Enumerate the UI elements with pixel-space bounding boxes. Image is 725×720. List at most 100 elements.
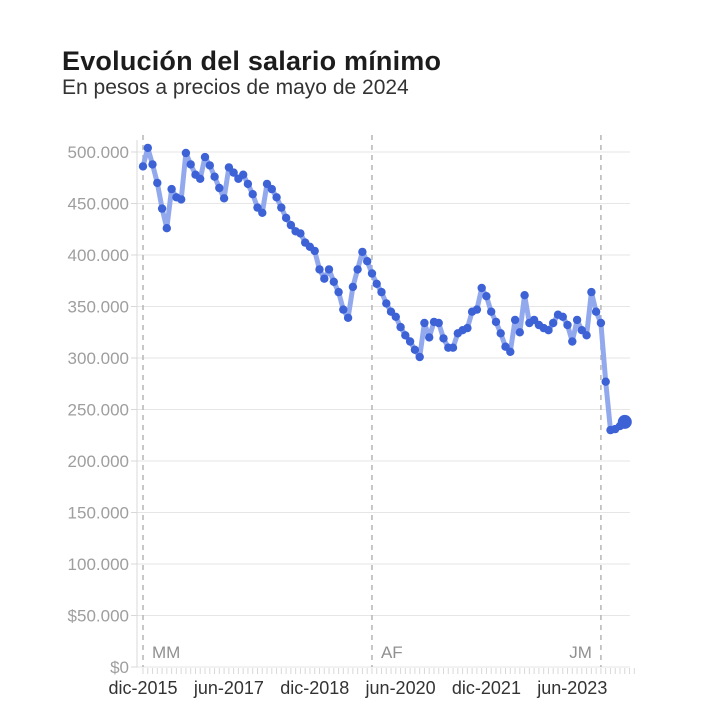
data-point <box>267 184 276 194</box>
y-axis-label: 100.000 <box>68 555 129 574</box>
data-point <box>510 315 520 325</box>
y-axis-label: 200.000 <box>68 452 129 471</box>
data-point <box>205 161 214 170</box>
page-title: Evolución del salario mínimo <box>62 46 442 77</box>
data-point <box>420 318 429 328</box>
data-point <box>472 305 482 314</box>
data-point <box>415 352 424 362</box>
data-point <box>506 347 515 356</box>
x-axis-label: jun-2017 <box>193 678 264 698</box>
y-axis-label: 450.000 <box>68 195 129 214</box>
data-point <box>153 178 162 188</box>
data-point <box>372 279 381 288</box>
data-point <box>391 312 400 321</box>
president-label: AF <box>381 643 403 662</box>
data-point <box>310 246 319 256</box>
y-axis-label: 300.000 <box>68 349 129 368</box>
data-point <box>463 323 472 333</box>
data-point <box>320 274 329 283</box>
data-point <box>348 282 358 292</box>
y-axis-label: $50.000 <box>68 607 129 626</box>
data-point <box>377 287 386 297</box>
data-point <box>491 317 501 327</box>
data-point <box>363 257 372 266</box>
data-point <box>410 345 420 354</box>
chart-subtitle: En pesos a precios de mayo de 2024 <box>62 76 409 99</box>
data-point <box>143 143 152 153</box>
data-point <box>596 318 606 328</box>
data-point <box>515 328 524 337</box>
data-point <box>439 334 448 343</box>
data-point <box>272 193 281 202</box>
data-point <box>396 322 405 332</box>
data-point <box>162 224 171 233</box>
data-point <box>434 318 443 328</box>
president-label: JM <box>569 643 592 662</box>
data-point <box>591 307 601 316</box>
data-point <box>281 213 291 223</box>
data-point <box>243 179 253 189</box>
x-axis-label: dic-2015 <box>108 678 177 698</box>
data-point <box>544 326 553 335</box>
y-axis-label: 400.000 <box>68 246 129 265</box>
data-point <box>568 337 577 346</box>
data-point <box>448 343 458 352</box>
latest-data-point <box>617 414 632 429</box>
data-point <box>558 312 567 321</box>
data-point <box>196 174 205 183</box>
data-point <box>239 170 248 179</box>
data-point <box>405 337 415 346</box>
data-point <box>587 287 596 297</box>
data-point <box>219 194 229 203</box>
data-point <box>181 148 191 158</box>
data-point <box>477 283 486 293</box>
data-point <box>329 277 338 286</box>
data-point <box>167 184 176 194</box>
data-point <box>186 160 195 169</box>
data-point <box>520 291 529 300</box>
data-point <box>582 331 591 340</box>
data-point <box>200 152 210 162</box>
data-point <box>148 160 157 169</box>
y-axis-label: 150.000 <box>68 504 129 523</box>
data-point <box>324 265 334 274</box>
data-point <box>277 203 286 212</box>
president-label: MM <box>152 643 180 662</box>
data-point <box>353 265 362 274</box>
data-point <box>229 168 238 177</box>
data-point <box>358 247 367 257</box>
y-axis-label: 500.000 <box>68 143 129 162</box>
data-point <box>248 190 257 199</box>
data-point <box>343 313 353 322</box>
data-point <box>157 204 167 213</box>
data-point <box>487 307 496 316</box>
data-point <box>210 172 219 181</box>
data-point <box>286 220 296 230</box>
data-point <box>215 183 224 193</box>
x-axis-label: jun-2020 <box>365 678 436 698</box>
data-point <box>296 229 305 238</box>
data-point <box>601 377 610 386</box>
data-point <box>382 299 391 308</box>
data-point <box>482 292 491 301</box>
y-axis-label: 250.000 <box>68 401 129 420</box>
data-point <box>563 320 572 330</box>
data-point <box>339 305 348 314</box>
data-point <box>258 208 267 217</box>
data-point <box>549 318 558 328</box>
data-point <box>496 329 505 338</box>
data-point <box>367 269 377 278</box>
y-axis-label: $0 <box>110 658 129 677</box>
data-point <box>138 162 148 171</box>
x-axis-label: jun-2023 <box>536 678 607 698</box>
data-point <box>315 265 324 274</box>
data-point <box>425 333 434 342</box>
data-point <box>572 315 582 325</box>
data-point <box>334 287 343 297</box>
y-axis-label: 350.000 <box>68 298 129 317</box>
data-point <box>401 331 410 340</box>
x-axis-label: dic-2021 <box>452 678 521 698</box>
data-point <box>177 195 186 204</box>
x-axis-label: dic-2018 <box>280 678 349 698</box>
